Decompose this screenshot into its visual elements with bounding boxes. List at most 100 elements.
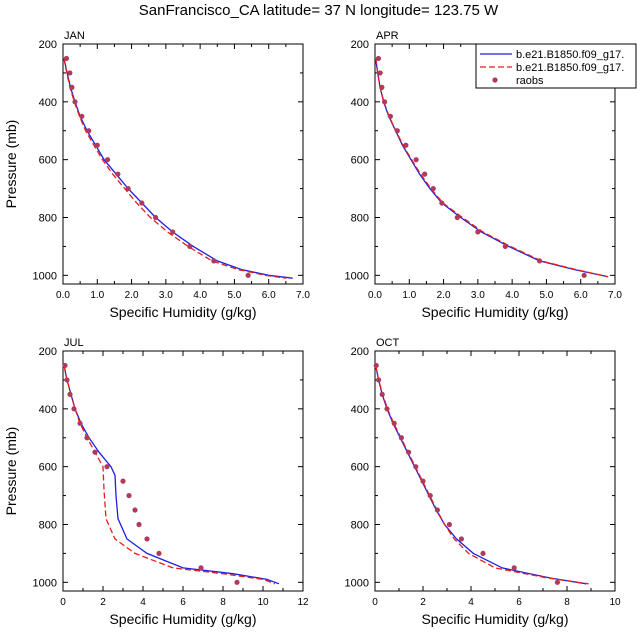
y-tick-label: 1000 (345, 577, 369, 589)
x-tick-label: 2.0 (437, 290, 451, 301)
raobs-point (79, 113, 85, 119)
panel-jan: 0.0 1.0 2.0 3.0 4.0 5.0 6.0 7.0 200 400 600 800 1000… (3, 30, 310, 320)
x-tick-label: 5.0 (539, 290, 553, 301)
x-tick-label: 4.0 (505, 290, 519, 301)
y-tick-label: 600 (39, 462, 57, 474)
legend: b.e21.B1850.f09_g17.b.e21.B1850.f09_g17.… (475, 43, 637, 89)
raobs-point (434, 507, 440, 513)
panel-label: JAN (64, 30, 85, 42)
x-tick-label: 0.0 (56, 290, 70, 301)
raobs-point (67, 391, 73, 397)
raobs-point (536, 258, 543, 264)
panel-oct: 0 2 4 6 8 10 200 400 600 800 1000 OCT Specific Humid… (345, 337, 621, 627)
model-line-solid (375, 365, 587, 585)
legend-box (475, 43, 637, 89)
x-tick-label: 8 (220, 597, 226, 608)
raobs-point (439, 200, 445, 206)
plot-frame (62, 43, 304, 285)
raobs-point (126, 492, 132, 499)
x-tick-label: 3.0 (471, 290, 485, 301)
raobs-point (398, 435, 404, 441)
raobs-point (132, 507, 138, 513)
x-tick-label: 4 (468, 597, 474, 608)
raobs-point (475, 229, 481, 235)
figure-title: SanFrancisco_CA latitude= 37 N longitude… (138, 2, 499, 19)
y-tick-label: 800 (39, 519, 57, 531)
x-tick-label: 3.0 (159, 290, 173, 301)
raobs-point (139, 200, 145, 206)
y-tick-label: 600 (351, 155, 369, 167)
raobs-point (234, 579, 240, 585)
x-tick-label: 0 (60, 597, 66, 608)
x-tick-label: 4 (140, 597, 146, 608)
raobs-point (67, 70, 73, 76)
model-line-dashed (375, 58, 609, 278)
x-tick-label: 1.0 (402, 290, 416, 301)
raobs-point (64, 377, 70, 383)
panel-label: JUL (64, 337, 84, 349)
raobs-point (376, 377, 382, 383)
raobs-point (72, 99, 78, 105)
y-tick-label: 800 (39, 212, 57, 224)
legend-label: b.e21.B1850.f09_g17. (516, 49, 624, 61)
x-tick-label: 5.0 (227, 290, 241, 301)
raobs-point (62, 362, 68, 369)
y-tick-label: 600 (39, 155, 57, 167)
raobs-point (104, 464, 110, 470)
x-tick-label: 4.0 (193, 290, 207, 301)
raobs-point (554, 579, 561, 585)
raobs-point (170, 229, 176, 235)
y-tick-label: 200 (351, 346, 369, 358)
raobs-point (480, 550, 486, 557)
raobs-point (211, 258, 217, 264)
x-tick-label: 6.0 (262, 290, 276, 301)
raobs-point (384, 406, 390, 412)
plot-frame (374, 350, 616, 592)
x-tick-label: 10 (257, 597, 269, 608)
raobs-point (502, 243, 508, 250)
raobs-point (454, 214, 460, 221)
raobs-point (446, 521, 452, 528)
x-tick-label: 2.0 (125, 290, 139, 301)
raobs-point (427, 492, 433, 499)
raobs-point (379, 84, 385, 90)
raobs-point (379, 391, 385, 397)
x-tick-label: 6.0 (574, 290, 588, 301)
raobs-point (406, 449, 412, 455)
raobs-point (581, 272, 587, 278)
raobs-point (394, 128, 400, 134)
x-tick-label: 10 (609, 597, 621, 608)
model-line-solid (63, 58, 293, 279)
y-tick-label: 400 (351, 97, 369, 109)
raobs-point (373, 362, 379, 369)
y-tick-label: 400 (39, 97, 57, 109)
raobs-point (94, 142, 100, 148)
y-tick-label: 1000 (345, 270, 369, 282)
model-line-solid (375, 58, 609, 278)
x-axis-label: Specific Humidity (g/kg) (421, 304, 568, 320)
raobs-point (375, 55, 382, 62)
x-tick-label: 2 (420, 597, 426, 608)
x-tick-label: 7.0 (296, 290, 310, 301)
x-tick-label: 6 (516, 597, 522, 608)
raobs-point (156, 550, 162, 557)
x-tick-label: 2 (100, 597, 106, 608)
x-tick-label: 6 (180, 597, 186, 608)
y-tick-label: 800 (351, 519, 369, 531)
raobs-point (420, 478, 426, 484)
raobs-point (104, 157, 111, 163)
raobs-point (382, 99, 388, 105)
raobs-point (63, 55, 70, 62)
x-axis-label: Specific Humidity (g/kg) (109, 611, 256, 627)
raobs-point (152, 214, 159, 221)
model-line-solid (63, 365, 280, 585)
raobs-point (387, 113, 394, 119)
raobs-point (92, 449, 98, 455)
x-tick-label: 0 (372, 597, 378, 608)
plot-frame (62, 350, 304, 592)
model-line-dashed (375, 365, 589, 585)
raobs-point (511, 565, 517, 571)
x-axis-label: Specific Humidity (g/kg) (109, 304, 256, 320)
model-line-dashed (63, 58, 286, 279)
